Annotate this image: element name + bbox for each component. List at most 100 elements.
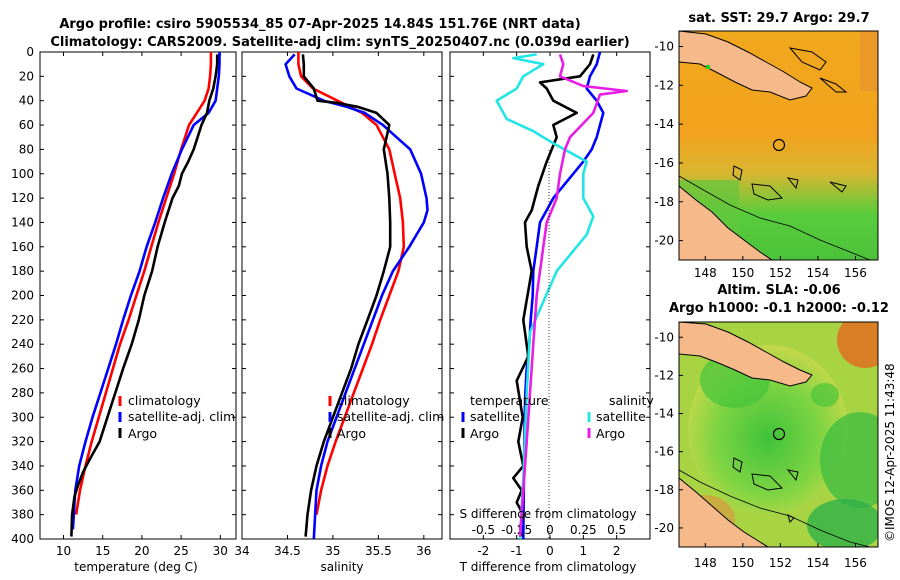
series-climatology [297, 52, 406, 515]
depth-tick-label: 60 [19, 118, 34, 132]
map-lat-label: -20 [654, 521, 674, 535]
sst-land-australia [679, 185, 773, 260]
salinity-panel [241, 51, 443, 540]
map-lon-label: 154 [806, 556, 829, 570]
depth-tick-label: 280 [11, 386, 34, 400]
map-lat-label: -10 [654, 330, 674, 344]
sst-land-newguinea [679, 31, 813, 101]
legend-temperature-title: temperature [470, 393, 549, 408]
series-salinity-argo [518, 53, 629, 537]
sst-reef-contour [679, 175, 871, 260]
legend-satellite-adj-2: satellite-adj. clim [337, 409, 444, 424]
sst-argo-location-marker [772, 138, 786, 152]
legend-salinity-title: salinity [609, 393, 654, 408]
series-argo [301, 54, 392, 537]
map-lat-label: -14 [654, 407, 674, 421]
x-tick-label: 0 [546, 544, 554, 558]
depth-axis: 0 20 40 60 80 100 120 140 160 180 200 220 240 260 280 3… [11, 45, 650, 546]
sst-island-a [788, 47, 827, 71]
sst-warm-patch [860, 31, 878, 91]
salinity-xlabel: salinity [320, 560, 363, 574]
depth-tick-label: 20 [19, 69, 34, 83]
depth-tick-label: 240 [11, 337, 34, 351]
x-tick-label: 15 [95, 544, 110, 558]
depth-tick-label: 40 [19, 94, 34, 108]
s-diff-tick-label: 0.5 [607, 523, 626, 537]
x-tick-label: -1 [511, 544, 523, 558]
map-axes: -10 -12 -14 -16 -18 -20 148 150 152 154 156 -10 -12 -… [654, 40, 867, 570]
legend-satellite-adj: satellite-adj. clim [128, 409, 235, 424]
map-lon-label: 154 [806, 266, 829, 280]
map-lon-label: 150 [731, 266, 754, 280]
depth-tick-label: 220 [11, 313, 34, 327]
map-lon-label: 156 [844, 266, 867, 280]
legend-sal-satellite: satellite [596, 409, 646, 424]
sla-land-newguinea [679, 322, 813, 387]
depth-tick-label: 80 [19, 142, 34, 156]
salinity-profile-lines: 34 34.5 35 35.5 36 [234, 52, 431, 558]
map-lat-label: -10 [654, 40, 674, 54]
s-diff-tick-label: 0.25 [570, 523, 597, 537]
legend-temp-argo: Argo [470, 426, 499, 441]
depth-tick-label: 180 [11, 264, 34, 278]
x-tick-label: 35.5 [365, 544, 392, 558]
depth-tick-label: 260 [11, 362, 34, 376]
legend-climatology: climatology [128, 393, 201, 408]
title-line-1: Argo profile: csiro 5905534_85 07-Apr-20… [59, 17, 580, 32]
x-tick-label: 36 [416, 544, 431, 558]
sla-reef [751, 473, 784, 491]
map-lat-label: -18 [654, 483, 674, 497]
sst-island-b [819, 77, 848, 93]
difference-profile-lines: -2 -1 0 1 2 -0.5 -0.25 0 0.25 0.5 [472, 51, 629, 558]
series-satellite-adj-clim [71, 52, 221, 530]
x-tick-label: 1 [580, 544, 588, 558]
depth-tick-label: 160 [11, 240, 34, 254]
temperature-xlabel: temperature (deg C) [74, 560, 197, 574]
legend-salinity-panel: climatology satellite-adj. clim Argo [328, 393, 444, 441]
x-tick-label: 34 [234, 544, 249, 558]
x-tick-label: 35 [325, 544, 340, 558]
s-diff-tick-label: -0.5 [472, 523, 495, 537]
depth-tick-label: 120 [11, 191, 34, 205]
sla-argo-location-marker [772, 427, 786, 441]
series-temperature-satellite [522, 51, 605, 540]
sst-map [679, 31, 878, 260]
depth-tick-label: 100 [11, 167, 34, 181]
depth-tick-label: 200 [11, 289, 34, 303]
title-line-2: Climatology: CARS2009. Satellite-adj cli… [50, 35, 629, 50]
map-lat-label: -18 [654, 195, 674, 209]
map-lat-label: -16 [654, 445, 674, 459]
legend-temp-satellite: satellite [470, 409, 520, 424]
x-tick-label: 30 [213, 544, 228, 558]
legend-sal-argo: Argo [596, 426, 625, 441]
map-lat-label: -16 [654, 156, 674, 170]
depth-tick-label: 400 [11, 532, 34, 546]
legend-difference-panel: temperature satellite Argo salinity sate… [461, 393, 654, 441]
map-lon-label: 148 [694, 556, 717, 570]
series-climatology [74, 52, 213, 515]
sst-pixel [706, 65, 710, 69]
depth-tick-label: 300 [11, 410, 34, 424]
imos-watermark: ©IMOS 12-Apr-2025 11:43:48 [883, 363, 897, 542]
map-lat-label: -12 [654, 368, 674, 382]
depth-tick-label: 140 [11, 215, 34, 229]
sst-map-frame [678, 30, 879, 261]
sla-high-anomaly [837, 322, 878, 368]
map-lat-label: -14 [654, 117, 674, 131]
depth-tick-label: 360 [11, 483, 34, 497]
depth-tick-label: 320 [11, 435, 34, 449]
x-tick-label: 34.5 [274, 544, 301, 558]
sst-reef [751, 183, 784, 201]
temperature-profile-lines: 10 15 20 25 30 [56, 52, 228, 558]
map-lon-label: 152 [769, 266, 792, 280]
sla-map [679, 322, 878, 547]
sst-map-title: sat. SST: 29.7 Argo: 29.7 [688, 11, 869, 26]
x-tick-label: -2 [477, 544, 489, 558]
s-diff-tick-label: 0 [546, 523, 554, 537]
s-difference-label: S difference from climatology [460, 507, 637, 521]
sla-land-australia [679, 477, 769, 547]
series-temperature-argo [511, 53, 595, 537]
depth-tick-label: 340 [11, 459, 34, 473]
legend-temperature-panel: climatology satellite-adj. clim Argo [118, 393, 235, 441]
